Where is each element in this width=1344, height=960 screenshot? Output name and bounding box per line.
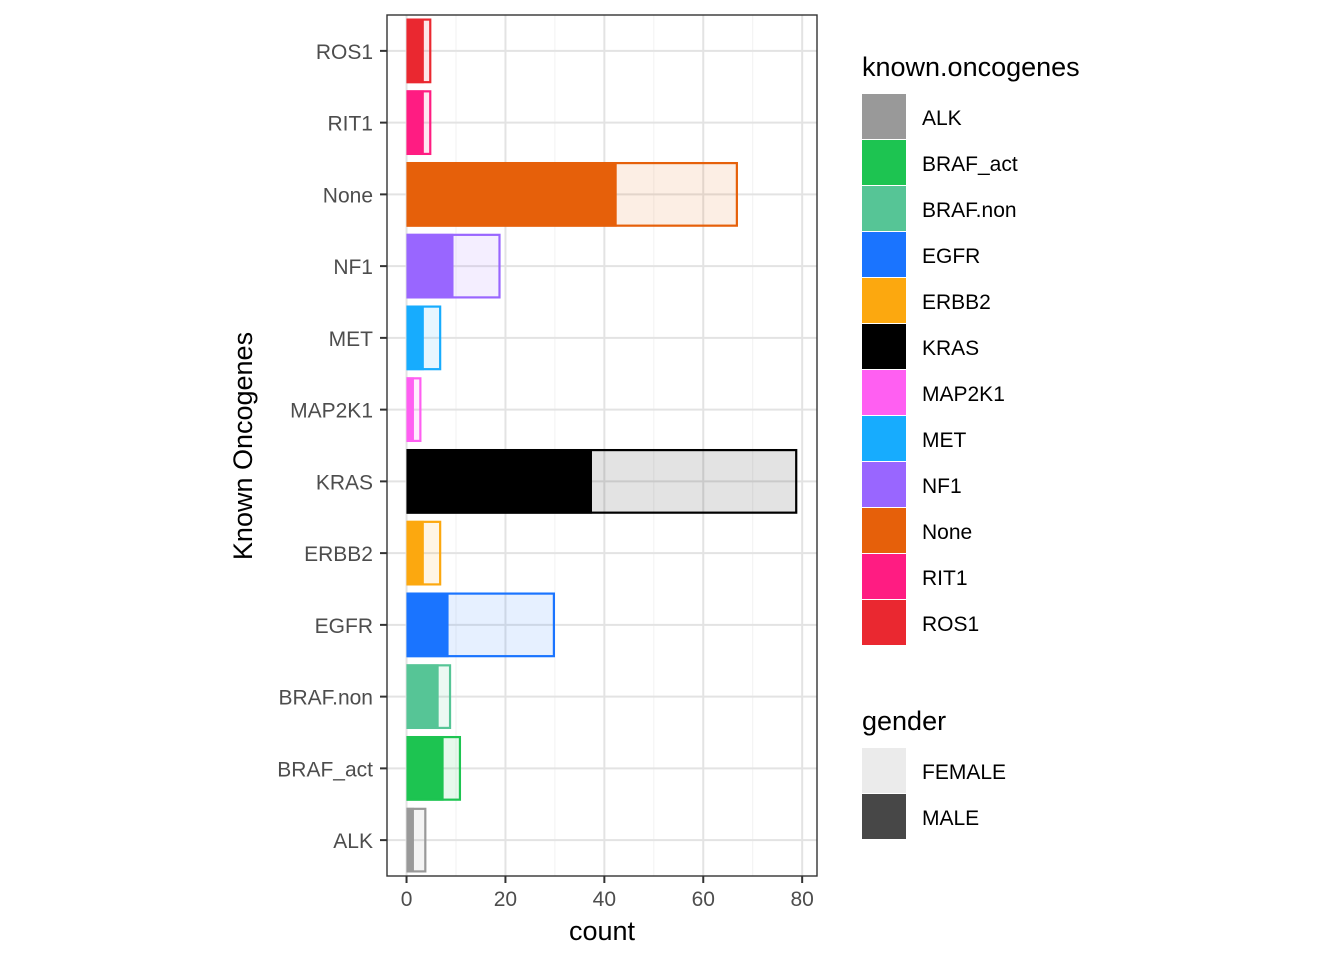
x-tick-label: 80 — [790, 888, 813, 911]
bar-female-EGFR — [448, 592, 555, 658]
bar-male-RIT1 — [406, 90, 424, 155]
legend-key-KRAS — [862, 324, 906, 369]
legend-label: ALK — [922, 107, 962, 130]
legend-label: ERBB2 — [922, 291, 991, 314]
bar-female-MET — [423, 305, 442, 371]
legend-label: MAP2K1 — [922, 383, 1005, 406]
legend-label: MALE — [922, 807, 979, 830]
y-tick-label: EGFR — [315, 615, 373, 638]
bar-outline-BRAF.non — [406, 664, 452, 730]
bar-female-None — [616, 162, 738, 227]
legend-title: gender — [862, 706, 946, 736]
bar-outline-RIT1 — [406, 90, 432, 156]
panel-border — [386, 14, 818, 877]
bar-male-BRAF.non — [406, 664, 439, 729]
legend-label: EGFR — [922, 245, 980, 268]
bar-outline-MET — [406, 305, 442, 371]
y-tick-label: BRAF.non — [278, 687, 373, 710]
bar-outline-KRAS — [406, 448, 798, 514]
bar-male-ALK — [406, 807, 414, 873]
legend-key-BRAF.non — [862, 186, 906, 231]
bar-male-KRAS — [406, 449, 592, 514]
y-tick-label: None — [323, 184, 373, 207]
y-tick-label: MAP2K1 — [290, 400, 373, 423]
bar-male-MET — [406, 305, 424, 371]
y-tick-label: MET — [329, 328, 374, 351]
bar-outline-ERBB2 — [406, 520, 442, 586]
bar-male-ERBB2 — [406, 520, 424, 586]
legend-label: ROS1 — [922, 613, 979, 636]
bar-outline-NF1 — [406, 233, 501, 299]
bar-female-ALK — [413, 807, 427, 873]
grid-lines — [387, 15, 817, 876]
y-tick-label: KRAS — [316, 471, 373, 494]
y-tick-label: NF1 — [333, 256, 373, 279]
bars — [406, 18, 798, 873]
bar-female-ROS1 — [423, 18, 432, 84]
legend-key-MAP2K1 — [862, 370, 906, 415]
axes: ALK BRAF_act BRAF.non EGFR ERBB2 KRAS MAP2K1 ME… — [277, 41, 814, 911]
legend-key-ALK — [862, 94, 906, 139]
legend-key-MET — [862, 416, 906, 461]
legend-key-RIT1 — [862, 554, 906, 599]
legend-label: KRAS — [922, 337, 979, 360]
bar-male-EGFR — [406, 592, 449, 658]
bar-outline-ALK — [406, 807, 427, 873]
legend-key-NF1 — [862, 462, 906, 507]
bar-female-BRAF.non — [438, 664, 452, 729]
legend-label: BRAF.non — [922, 199, 1017, 222]
y-tick-label: ALK — [333, 830, 373, 853]
x-tick-label: 0 — [401, 888, 413, 911]
legend-label: FEMALE — [922, 761, 1006, 784]
x-tick-label: 60 — [692, 888, 715, 911]
legend-key-ROS1 — [862, 600, 906, 645]
bar-male-ROS1 — [406, 18, 424, 84]
x-tick-label: 20 — [494, 888, 517, 911]
y-tick-label: ERBB2 — [304, 543, 373, 566]
x-axis-label: count — [569, 916, 636, 946]
y-tick-label: ROS1 — [316, 41, 373, 64]
bar-female-NF1 — [453, 233, 501, 299]
legend-label: BRAF_act — [922, 153, 1018, 176]
bar-female-BRAF_act — [443, 736, 461, 801]
legend-key-None — [862, 508, 906, 553]
legend: known.oncogenes ALK BRAF_act BRAF.non EGFR ER… — [862, 52, 1080, 839]
legend-key-ERBB2 — [862, 278, 906, 323]
y-axis-label: Known Oncogenes — [228, 332, 258, 560]
legend-key-BRAF_act — [862, 140, 906, 185]
bar-male-MAP2K1 — [406, 377, 414, 442]
legend-title: known.oncogenes — [862, 52, 1080, 82]
bar-male-BRAF_act — [406, 736, 444, 801]
legend-label: MET — [922, 429, 967, 452]
legend-key-male — [862, 794, 906, 839]
bar-outline-MAP2K1 — [406, 377, 422, 443]
bar-male-None — [406, 162, 617, 227]
y-tick-label: RIT1 — [327, 113, 373, 136]
legend-label: None — [922, 521, 972, 544]
bar-female-KRAS — [591, 449, 798, 514]
bar-outline-ROS1 — [406, 18, 432, 84]
y-tick-label: BRAF_act — [277, 758, 373, 781]
bar-outline-EGFR — [406, 592, 555, 658]
legend-key-female — [862, 748, 906, 793]
bar-female-RIT1 — [423, 90, 432, 155]
legend-key-EGFR — [862, 232, 906, 277]
legend-label: NF1 — [922, 475, 962, 498]
bar-outline-None — [406, 161, 738, 227]
bar-male-NF1 — [406, 233, 454, 299]
bar-female-MAP2K1 — [413, 377, 422, 442]
bar-outline-BRAF_act — [406, 735, 462, 801]
bar-female-ERBB2 — [423, 520, 442, 586]
x-tick-label: 40 — [593, 888, 616, 911]
legend-label: RIT1 — [922, 567, 968, 590]
